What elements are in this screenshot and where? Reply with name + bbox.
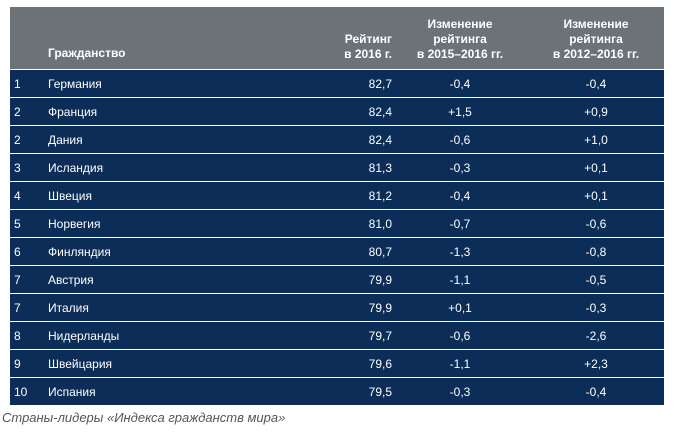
cell-country: Норвегия: [48, 209, 308, 238]
cell-change-2015-2016: -1,1: [392, 265, 528, 294]
cell-rating: 79,7: [308, 321, 392, 350]
table-row: 8 Нидерланды 79,7 -0,6 -2,6: [10, 321, 664, 350]
header-rating-line2: в 2016 г.: [344, 47, 392, 61]
header-rank: [10, 7, 48, 70]
cell-change-2015-2016: +1,5: [392, 97, 528, 126]
cell-rating: 81,0: [308, 209, 392, 238]
cell-country: Нидерланды: [48, 321, 308, 350]
cell-country: Испания: [48, 377, 308, 405]
table-row: 1 Германия 82,7 -0,4 -0,4: [10, 69, 664, 98]
cell-change-2015-2016: -0,3: [392, 377, 528, 405]
header-rating-line1: Рейтинг: [344, 32, 392, 46]
cell-rating: 79,5: [308, 377, 392, 405]
cell-change-2012-2016: -0,8: [528, 237, 664, 266]
table-body: 1 Германия 82,7 -0,4 -0,4 2 Франция 82,4…: [10, 69, 664, 405]
cell-change-2012-2016: -0,4: [528, 377, 664, 405]
header-change-2012-2016: Изменение рейтинга в 2012–2016 гг.: [528, 7, 664, 70]
cell-change-2012-2016: -0,6: [528, 209, 664, 238]
cell-change-2012-2016: +2,3: [528, 349, 664, 378]
cell-country: Швейцария: [48, 349, 308, 378]
cell-change-2015-2016: -0,3: [392, 153, 528, 182]
cell-rank: 3: [10, 153, 48, 182]
cell-rank: 5: [10, 209, 48, 238]
cell-change-2015-2016: -0,4: [392, 69, 528, 98]
cell-rank: 7: [10, 293, 48, 322]
header-change1-line2: рейтинга: [433, 32, 487, 46]
cell-change-2015-2016: +0,1: [392, 293, 528, 322]
cell-change-2012-2016: -0,4: [528, 69, 664, 98]
table-row: 7 Италия 79,9 +0,1 -0,3: [10, 293, 664, 322]
cell-change-2015-2016: -1,1: [392, 349, 528, 378]
table-row: 7 Австрия 79,9 -1,1 -0,5: [10, 265, 664, 294]
cell-rating: 82,7: [308, 69, 392, 98]
cell-rating: 79,9: [308, 293, 392, 322]
cell-country: Австрия: [48, 265, 308, 294]
cell-change-2012-2016: +0,1: [528, 181, 664, 210]
cell-rating: 80,7: [308, 237, 392, 266]
table-row: 6 Финляндия 80,7 -1,3 -0,8: [10, 237, 664, 266]
cell-rank: 4: [10, 181, 48, 210]
cell-rank: 1: [10, 69, 48, 98]
cell-country: Германия: [48, 69, 308, 98]
cell-country: Финляндия: [48, 237, 308, 266]
cell-change-2012-2016: +0,1: [528, 153, 664, 182]
cell-rating: 81,3: [308, 153, 392, 182]
cell-country: Исландия: [48, 153, 308, 182]
header-country-label: Гражданство: [48, 46, 126, 60]
header-country: Гражданство: [48, 7, 308, 70]
table-row: 5 Норвегия 81,0 -0,7 -0,6: [10, 209, 664, 238]
header-change2-line3: в 2012–2016 гг.: [552, 47, 640, 61]
header-change2-line1: Изменение: [563, 17, 629, 31]
cell-change-2015-2016: -0,7: [392, 209, 528, 238]
cell-change-2015-2016: -0,6: [392, 125, 528, 154]
cell-country: Дания: [48, 125, 308, 154]
cell-change-2012-2016: -0,3: [528, 293, 664, 322]
cell-country: Швеция: [48, 181, 308, 210]
cell-change-2015-2016: -0,4: [392, 181, 528, 210]
cell-rank: 7: [10, 265, 48, 294]
cell-change-2012-2016: -0,5: [528, 265, 664, 294]
cell-change-2012-2016: +0,9: [528, 97, 664, 126]
cell-change-2015-2016: -1,3: [392, 237, 528, 266]
header-rating: Рейтинг в 2016 г.: [308, 7, 392, 70]
cell-rank: 8: [10, 321, 48, 350]
cell-change-2012-2016: -2,6: [528, 321, 664, 350]
header-row: Гражданство Рейтинг в 2016 г. Изменение …: [10, 7, 664, 70]
table-row: 3 Исландия 81,3 -0,3 +0,1: [10, 153, 664, 182]
citizenship-index-table: Гражданство Рейтинг в 2016 г. Изменение …: [10, 7, 664, 405]
table-row: 9 Швейцария 79,6 -1,1 +2,3: [10, 349, 664, 378]
cell-rating: 79,6: [308, 349, 392, 378]
table-row: 2 Франция 82,4 +1,5 +0,9: [10, 97, 664, 126]
ranking-table: Гражданство Рейтинг в 2016 г. Изменение …: [10, 7, 664, 405]
cell-rating: 82,4: [308, 125, 392, 154]
table-row: 2 Дания 82,4 -0,6 +1,0: [10, 125, 664, 154]
cell-rank: 10: [10, 377, 48, 405]
table-header: Гражданство Рейтинг в 2016 г. Изменение …: [10, 7, 664, 70]
cell-change-2015-2016: -0,6: [392, 321, 528, 350]
figure-caption: Страны-лидеры «Индекса гражданств мира»: [2, 410, 286, 425]
cell-rating: 82,4: [308, 97, 392, 126]
table-row: 4 Швеция 81,2 -0,4 +0,1: [10, 181, 664, 210]
cell-rating: 81,2: [308, 181, 392, 210]
cell-country: Франция: [48, 97, 308, 126]
table-row: 10 Испания 79,5 -0,3 -0,4: [10, 377, 664, 405]
header-change-2015-2016: Изменение рейтинга в 2015–2016 гг.: [392, 7, 528, 70]
cell-rank: 6: [10, 237, 48, 266]
cell-rating: 79,9: [308, 265, 392, 294]
cell-change-2012-2016: +1,0: [528, 125, 664, 154]
cell-country: Италия: [48, 293, 308, 322]
header-change1-line3: в 2015–2016 гг.: [416, 47, 504, 61]
cell-rank: 2: [10, 125, 48, 154]
cell-rank: 9: [10, 349, 48, 378]
header-change2-line2: рейтинга: [569, 32, 623, 46]
cell-rank: 2: [10, 97, 48, 126]
header-change1-line1: Изменение: [427, 17, 493, 31]
